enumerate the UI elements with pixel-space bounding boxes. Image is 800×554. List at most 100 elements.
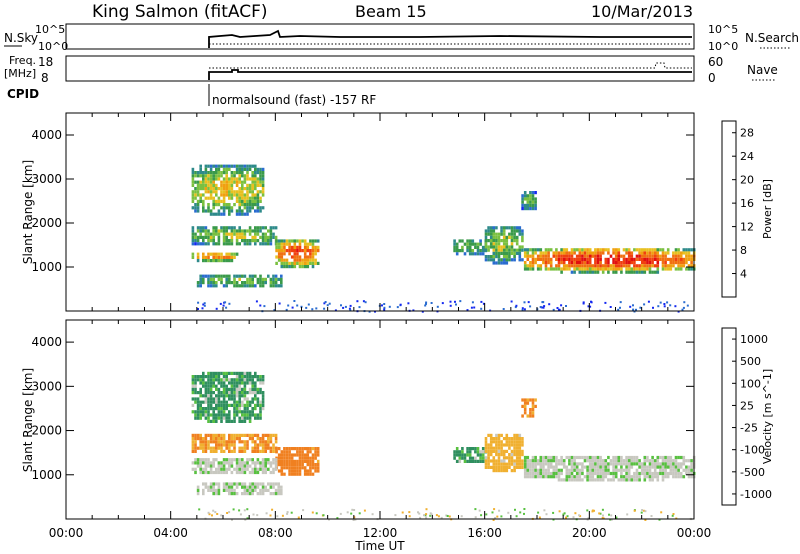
noise-cell bbox=[659, 301, 662, 304]
echo-cell bbox=[521, 229, 524, 233]
echo-cell bbox=[212, 492, 215, 496]
echo-cell bbox=[204, 183, 208, 187]
echo-cell bbox=[534, 475, 537, 479]
echo-cell bbox=[303, 249, 307, 253]
echo-cell bbox=[685, 267, 688, 271]
echo-cell bbox=[199, 378, 202, 382]
echo-cell bbox=[228, 242, 231, 246]
echo-cell bbox=[526, 459, 530, 463]
echo-cell bbox=[309, 459, 312, 463]
echo-cell bbox=[259, 400, 262, 404]
echo-cell bbox=[277, 482, 280, 486]
echo-cell bbox=[596, 257, 600, 261]
echo-cell bbox=[575, 455, 579, 460]
noise-cell bbox=[523, 508, 526, 510]
echo-cell bbox=[246, 196, 249, 200]
echo-cell bbox=[536, 257, 540, 261]
echo-cell bbox=[497, 449, 501, 453]
echo-cell bbox=[659, 257, 662, 261]
echo-cell bbox=[607, 471, 610, 476]
echo-cell bbox=[261, 433, 265, 437]
echo-cell bbox=[212, 281, 215, 285]
echo-cell bbox=[194, 206, 197, 210]
echo-cell bbox=[220, 413, 223, 417]
echo-cell bbox=[225, 164, 228, 168]
echo-cell bbox=[612, 462, 615, 466]
echo-cell bbox=[557, 471, 561, 476]
echo-cell bbox=[529, 194, 532, 198]
echo-cell bbox=[241, 167, 244, 171]
echo-cell bbox=[586, 254, 589, 258]
echo-cell bbox=[298, 261, 302, 265]
echo-cell bbox=[518, 245, 522, 249]
echo-cell bbox=[474, 245, 477, 249]
echo-cell bbox=[202, 492, 205, 496]
echo-cell bbox=[588, 475, 592, 479]
echo-cell bbox=[241, 180, 244, 184]
echo-cell bbox=[607, 251, 610, 255]
noise-cell bbox=[643, 509, 646, 512]
echo-cell bbox=[484, 437, 488, 441]
echo-cell bbox=[235, 180, 239, 184]
echo-cell bbox=[199, 467, 202, 471]
echo-cell bbox=[256, 206, 260, 210]
echo-cell bbox=[627, 257, 631, 261]
noise-cell bbox=[663, 303, 666, 305]
echo-cell bbox=[225, 226, 228, 230]
echo-cell bbox=[196, 378, 200, 382]
echo-cell bbox=[204, 174, 208, 178]
noise-cell bbox=[203, 302, 206, 305]
echo-cell bbox=[557, 254, 561, 258]
echo-cell bbox=[275, 261, 278, 265]
echo-cell bbox=[196, 259, 200, 263]
echo-cell bbox=[222, 403, 226, 407]
echo-cell bbox=[222, 239, 226, 243]
echo-cell bbox=[228, 232, 231, 236]
echo-cell bbox=[280, 281, 283, 285]
echo-cell bbox=[220, 259, 223, 263]
echo-cell bbox=[285, 239, 289, 243]
freq-frame bbox=[65, 55, 695, 82]
echo-cell bbox=[669, 455, 673, 460]
echo-cell bbox=[259, 183, 262, 187]
echo-cell bbox=[264, 281, 267, 285]
echo-cell bbox=[526, 267, 530, 271]
echo-cell bbox=[594, 251, 597, 255]
echo-cell bbox=[536, 475, 540, 479]
echo-cell bbox=[471, 249, 475, 253]
echo-cell bbox=[513, 446, 516, 450]
echo-cell bbox=[521, 194, 524, 198]
echo-cell bbox=[666, 471, 670, 476]
echo-cell bbox=[254, 183, 257, 187]
echo-cell bbox=[217, 259, 221, 263]
echo-cell bbox=[633, 478, 636, 482]
echo-cell bbox=[230, 187, 234, 191]
echo-cell bbox=[568, 455, 571, 460]
echo-cell bbox=[212, 255, 215, 259]
echo-cell bbox=[212, 413, 215, 417]
echo-cell bbox=[225, 384, 228, 388]
echo-cell bbox=[259, 440, 262, 444]
echo-cell bbox=[228, 212, 231, 216]
echo-cell bbox=[487, 226, 490, 230]
echo-cell bbox=[669, 471, 673, 476]
echo-cell bbox=[638, 471, 641, 476]
echo-cell bbox=[277, 447, 281, 451]
echo-cell bbox=[196, 416, 200, 420]
echo-cell bbox=[521, 437, 524, 441]
echo-cell bbox=[513, 433, 516, 437]
echo-cell bbox=[254, 407, 257, 411]
echo-cell bbox=[311, 255, 315, 259]
echo-cell bbox=[453, 245, 456, 249]
noise-cell bbox=[644, 519, 647, 521]
echo-cell bbox=[539, 468, 543, 472]
echo-cell bbox=[502, 229, 506, 233]
echo-cell bbox=[264, 470, 267, 475]
echo-cell bbox=[679, 475, 683, 479]
echo-cell bbox=[212, 407, 215, 411]
echo-cell bbox=[455, 245, 459, 249]
noise-cell bbox=[358, 512, 361, 515]
echo-cell bbox=[513, 440, 516, 444]
echo-cell bbox=[497, 258, 501, 262]
echo-cell bbox=[502, 226, 506, 230]
